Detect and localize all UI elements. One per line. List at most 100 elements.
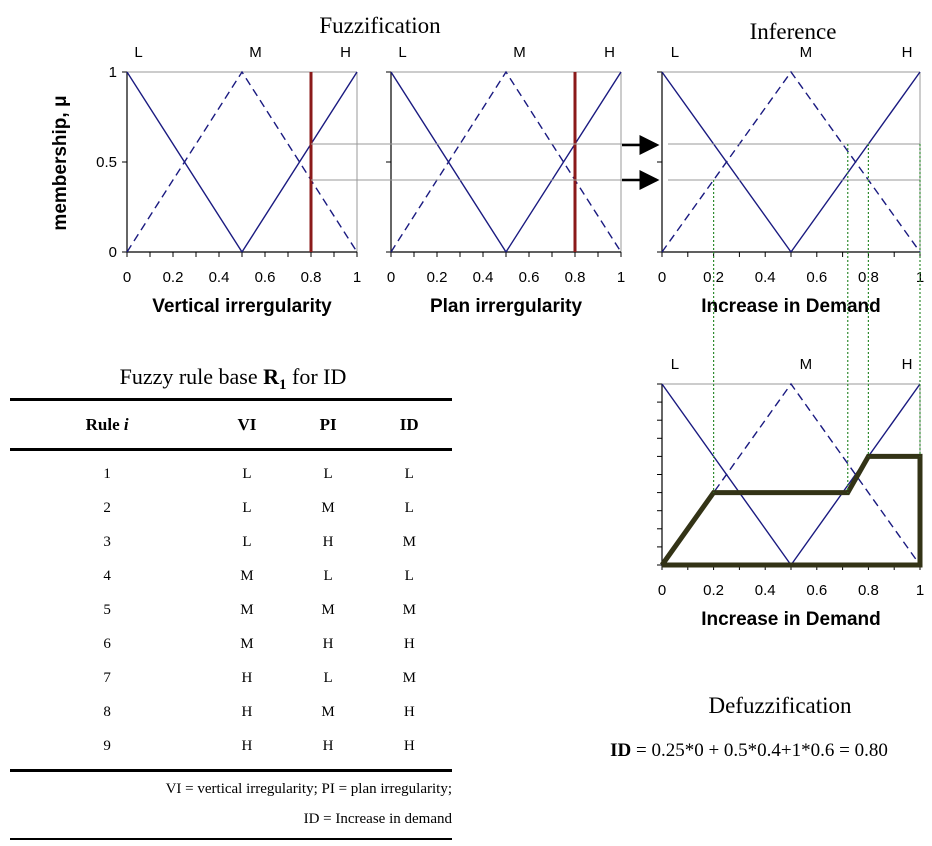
table-row: 1 L L L [10, 450, 452, 492]
membership-m-line [661, 70, 921, 253]
footnote-row-1: VI = vertical irregularity; PI = plan ir… [10, 769, 452, 804]
rule-number: 1 [103, 465, 111, 482]
pi-value: H [322, 533, 334, 550]
header-rule-var: i [123, 414, 129, 434]
pi-value: M [321, 601, 335, 618]
inference-title: Inference [750, 19, 837, 44]
rule-number: 8 [103, 703, 111, 720]
x-tick-label: 0 [658, 582, 666, 599]
x-tick-label: 0.4 [755, 582, 776, 599]
x-tick-label: 0.4 [209, 269, 230, 286]
table-row: 4 M L L [10, 559, 452, 593]
x-tick-label: 0.6 [519, 269, 540, 286]
vi-value: M [240, 567, 254, 584]
membership-m-line [126, 70, 358, 253]
pi-value: H [322, 737, 334, 754]
defuzzification-formula: ID = 0.25*0 + 0.5*0.4+1*0.6 = 0.80 [610, 740, 888, 761]
vi-value: H [241, 703, 253, 720]
id-value: H [403, 635, 415, 652]
x-tick-label: 0 [123, 269, 131, 286]
x-tick-label: 0.6 [255, 269, 276, 286]
fuzzification-title: Fuzzification [319, 13, 441, 38]
membership-m-line [390, 70, 622, 253]
set-label-l: L [671, 356, 679, 373]
set-label-m: M [513, 44, 526, 61]
rule-number: 4 [103, 567, 111, 584]
set-label-m: M [800, 44, 813, 61]
x-axis-label: Vertical irrergularity [152, 296, 332, 317]
membership-m-line [661, 382, 921, 566]
table-row: 8 H M H [10, 695, 452, 729]
id-value: M [402, 533, 416, 550]
table-row: 5 M M M [10, 593, 452, 627]
vi-value: H [241, 669, 253, 686]
x-tick-label: 0.4 [755, 269, 776, 286]
vi-value: L [242, 465, 252, 482]
rule-number: 9 [103, 737, 111, 754]
rule-number: 3 [103, 533, 111, 550]
vi-value: L [242, 533, 252, 550]
caption-subscript: 1 [279, 377, 287, 393]
connector-lines [311, 135, 921, 493]
id-value: L [404, 499, 414, 516]
set-label-h: H [902, 44, 913, 61]
x-tick-label: 0.6 [806, 582, 827, 599]
rule-number: 5 [103, 601, 111, 618]
x-axis-label: Increase in Demand [701, 609, 881, 630]
header-rule: Rule i [10, 400, 204, 450]
membership-h-line [790, 71, 921, 253]
rule-table-header: Rule i VI PI ID [10, 399, 452, 450]
defuzz-formula-text: = 0.25*0 + 0.5*0.4+1*0.6 = 0.80 [631, 740, 888, 761]
membership-h-line [241, 71, 358, 253]
x-tick-label: 0.2 [427, 269, 448, 286]
footnote-row-2: ID = Increase in demand [10, 804, 452, 840]
rule-number: 2 [103, 499, 111, 516]
vi-value: L [242, 499, 252, 516]
table-row: 7 H L M [10, 661, 452, 695]
table-row: 6 M H H [10, 627, 452, 661]
footnote-1: VI = vertical irregularity; PI = plan ir… [10, 769, 452, 804]
vi-value: H [241, 737, 253, 754]
header-id: ID [399, 414, 419, 434]
pi-value: M [321, 703, 335, 720]
id-value: H [403, 703, 415, 720]
footnote-2: ID = Increase in demand [10, 804, 452, 840]
aggregated-output-plot: 0 0.2 0.4 0.6 0.8 1 L M H Increase in Demand [657, 356, 924, 630]
set-label-h: H [902, 356, 913, 373]
set-label-m: M [800, 356, 813, 373]
id-value: M [402, 601, 416, 618]
x-tick-label: 0.8 [565, 269, 586, 286]
set-label-m: M [249, 44, 262, 61]
x-tick-label: 0 [387, 269, 395, 286]
y-tick-label: 0.5 [96, 154, 117, 171]
header-rule-word: Rule [85, 414, 124, 434]
set-label-h: H [604, 44, 615, 61]
x-axis-label: Plan irrergularity [430, 296, 582, 317]
set-label-l: L [671, 44, 679, 61]
x-tick-label: 0.6 [806, 269, 827, 286]
y-axis-label: membership, μ [50, 95, 71, 230]
y-tick-label: 0 [109, 244, 117, 261]
id-value: M [402, 669, 416, 686]
id-value: L [404, 465, 414, 482]
x-tick-label: 1 [617, 269, 625, 286]
header-vi: VI [237, 414, 257, 434]
x-tick-label: 0.2 [703, 582, 724, 599]
set-label-l: L [398, 44, 406, 61]
pi-value: H [322, 635, 334, 652]
id-value: H [403, 737, 415, 754]
vi-value: M [240, 601, 254, 618]
set-label-h: H [340, 44, 351, 61]
pi-value: L [323, 567, 333, 584]
defuzz-id-label: ID [610, 740, 631, 761]
caption-r: R [263, 364, 280, 389]
rule-number: 6 [103, 635, 111, 652]
rule-number: 7 [103, 669, 111, 686]
plan-irregularity-plot: 0 0.2 0.4 0.6 0.8 1 L M H Plan irrergularity [386, 44, 625, 317]
x-tick-label: 0.8 [858, 582, 879, 599]
caption-prefix: Fuzzy rule base [120, 364, 264, 389]
